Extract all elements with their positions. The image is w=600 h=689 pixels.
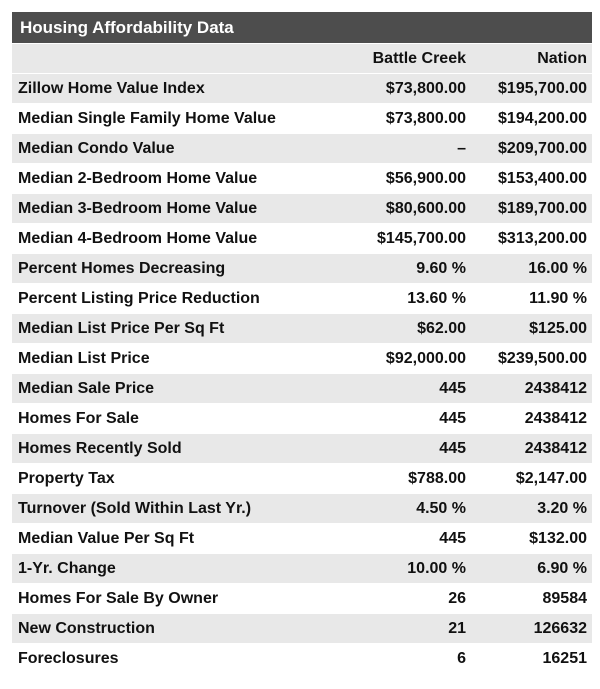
column-header: Battle Creek (372, 50, 466, 67)
table-title: Housing Affordability Data (12, 12, 592, 43)
cell: 9.60 % (416, 260, 466, 277)
table-row: Zillow Home Value Index $73,800.00 $195,70… (12, 73, 592, 103)
cell: $313,200.00 (498, 230, 587, 247)
cell: $189,700.00 (498, 200, 587, 217)
cell: $788.00 (408, 470, 466, 487)
cell: $145,700.00 (377, 230, 466, 247)
cell: 16251 (542, 650, 588, 667)
cell: 10.00 % (407, 560, 466, 577)
cell: 445 (439, 380, 466, 397)
cell: 11.90 % (529, 290, 587, 307)
cell: 2438412 (524, 440, 587, 457)
cell: – (457, 140, 466, 157)
row-label: Zillow Home Value Index (18, 80, 205, 97)
row-label: Median 3-Bedroom Home Value (18, 200, 258, 217)
row-label: Median Value Per Sq Ft (18, 530, 195, 547)
cell: $62.00 (417, 320, 466, 337)
cell: $195,700.00 (498, 80, 587, 97)
row-label: Percent Homes Decreasing (18, 260, 226, 277)
row-label: Foreclosures (18, 650, 119, 667)
row-label: Median Sale Price (18, 380, 155, 397)
cell: 6.90 % (537, 560, 587, 577)
cell: $2,147.00 (515, 470, 587, 487)
table-row: Median List Price Per Sq Ft $62.00 $125.00 (12, 313, 592, 343)
table-row: Median List Price $92,000.00 $239,500.00 (12, 343, 592, 373)
row-label: Median 2-Bedroom Home Value (18, 170, 258, 187)
row-label: Median 4-Bedroom Home Value (18, 230, 258, 247)
table-row: Median Sale Price 445 2438412 (12, 373, 592, 403)
cell: 4.50 % (416, 500, 466, 517)
row-label: 1-Yr. Change (18, 560, 116, 577)
table: Housing Affordability Data Battle Creek … (12, 12, 592, 673)
table-row: Homes For Sale By Owner 26 89584 (12, 583, 592, 613)
cell: 2438412 (524, 380, 587, 397)
cell: 89584 (542, 590, 588, 607)
table-row: Turnover (Sold Within Last Yr.) 4.50 % 3.2… (12, 493, 592, 523)
table-row: Property Tax $788.00 $2,147.00 (12, 463, 592, 493)
row-label: New Construction (18, 620, 155, 637)
cell: 21 (448, 620, 466, 637)
cell: $125.00 (529, 320, 587, 337)
table-row: New Construction 21 126632 (12, 613, 592, 643)
table-row: 1-Yr. Change 10.00 % 6.90 % (12, 553, 592, 583)
cell: 16.00 % (528, 260, 587, 277)
cell: $92,000.00 (385, 350, 466, 367)
cell: $80,600.00 (385, 200, 466, 217)
row-label: Property Tax (18, 470, 115, 487)
cell: 6 (457, 650, 466, 667)
row-label: Homes For Sale (18, 410, 139, 427)
cell: 3.20 % (537, 500, 587, 517)
table-row: Homes For Sale 445 2438412 (12, 403, 592, 433)
row-label: Homes Recently Sold (18, 440, 182, 457)
cell: $132.00 (529, 530, 587, 547)
cell: 26 (448, 590, 466, 607)
cell: 2438412 (524, 410, 587, 427)
cell: $73,800.00 (385, 80, 466, 97)
table-row: Median 2-Bedroom Home Value $56,900.00 $15… (12, 163, 592, 193)
cell: $239,500.00 (498, 350, 587, 367)
cell: $209,700.00 (498, 140, 587, 157)
table-row: Median 3-Bedroom Home Value $80,600.00 $18… (12, 193, 592, 223)
row-label: Median List Price Per Sq Ft (18, 320, 225, 337)
cell: 126632 (533, 620, 587, 637)
row-label: Turnover (Sold Within Last Yr.) (18, 500, 252, 517)
table-row: Percent Homes Decreasing 9.60 % 16.00 % (12, 253, 592, 283)
cell: $56,900.00 (385, 170, 466, 187)
cell: 445 (439, 440, 466, 457)
column-header: Nation (537, 50, 587, 67)
table-row: Median Value Per Sq Ft 445 $132.00 (12, 523, 592, 553)
table-row: Median 4-Bedroom Home Value $145,700.00 $3… (12, 223, 592, 253)
header-row: Battle Creek Nation (12, 43, 592, 73)
table-row: Homes Recently Sold 445 2438412 (12, 433, 592, 463)
table-row: Median Condo Value – $209,700.00 (12, 133, 592, 163)
cell: $153,400.00 (498, 170, 587, 187)
row-label: Percent Listing Price Reduction (18, 290, 260, 307)
table-row: Median Single Family Home Value $73,800.0… (12, 103, 592, 133)
cell: 445 (439, 530, 466, 547)
cell: 13.60 % (407, 290, 466, 307)
table-row: Percent Listing Price Reduction 13.60 % 11… (12, 283, 592, 313)
cell: $194,200.00 (498, 110, 587, 127)
table-row: Foreclosures 6 16251 (12, 643, 592, 673)
row-label: Homes For Sale By Owner (18, 590, 219, 607)
row-label: Median List Price (18, 350, 150, 367)
cell: 445 (439, 410, 466, 427)
cell: $73,800.00 (385, 110, 466, 127)
row-label: Median Condo Value (18, 140, 175, 157)
row-label: Median Single Family Home Value (18, 110, 276, 127)
